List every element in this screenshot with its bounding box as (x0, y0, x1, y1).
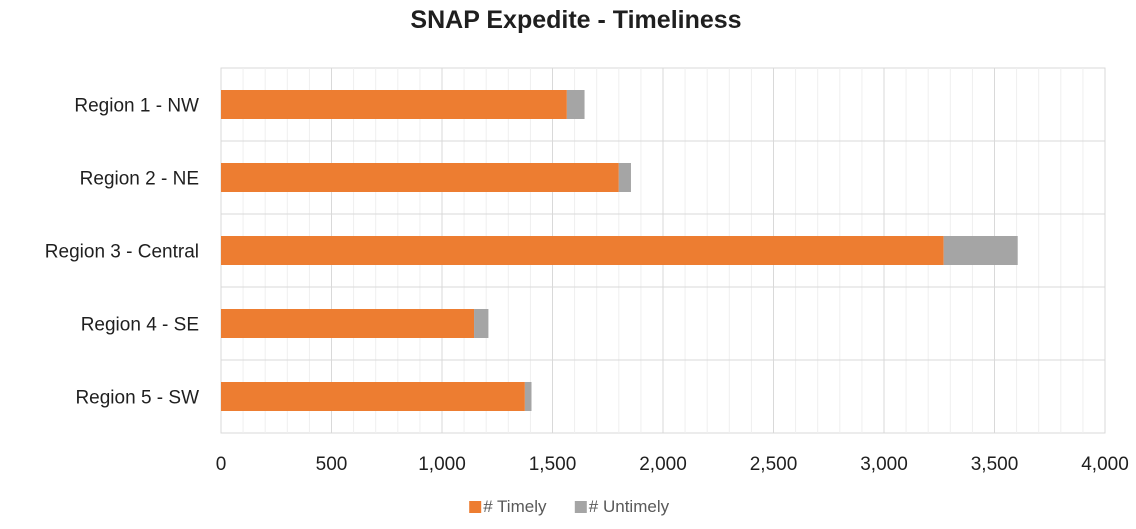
bar-timely (221, 382, 525, 411)
bar-untimely (943, 236, 1018, 265)
category-label: Region 2 - NE (80, 169, 199, 190)
bar-untimely (524, 382, 532, 411)
x-tick-label: 2,500 (750, 454, 798, 475)
legend-label-untimely: # Untimely (589, 497, 670, 516)
x-tick-label: 1,500 (529, 454, 577, 475)
legend-swatch-untimely (574, 501, 587, 513)
x-tick-label: 1,000 (418, 454, 466, 475)
x-tick-label: 3,000 (860, 454, 908, 475)
x-tick-label: 2,000 (639, 454, 687, 475)
x-axis-tick-labels: 0 500 1,000 1,500 2,000 2,500 3,000 3,500 4,000 (216, 454, 1129, 475)
bar-untimely (618, 163, 631, 192)
legend-swatch-timely (469, 501, 482, 513)
bar-untimely (566, 90, 585, 119)
legend: # Timely # Untimely (469, 497, 670, 516)
bar-timely (221, 236, 944, 265)
x-tick-label: 500 (316, 454, 348, 475)
x-tick-label: 0 (216, 454, 227, 475)
bar-timely (221, 309, 475, 338)
x-tick-label: 4,000 (1081, 454, 1129, 475)
bar-timely (221, 90, 567, 119)
category-label: Region 1 - NW (74, 96, 199, 117)
bar-untimely (474, 309, 489, 338)
legend-label-timely: # Timely (483, 497, 547, 516)
category-label: Region 3 - Central (45, 242, 199, 263)
chart-title: SNAP Expedite - Timeliness (410, 6, 741, 34)
bars (221, 90, 1018, 411)
category-label: Region 4 - SE (81, 315, 199, 336)
category-label: Region 5 - SW (75, 388, 199, 409)
bar-timely (221, 163, 619, 192)
x-tick-label: 3,500 (971, 454, 1019, 475)
category-labels: Region 1 - NW Region 2 - NE Region 3 - Cen… (45, 96, 199, 409)
